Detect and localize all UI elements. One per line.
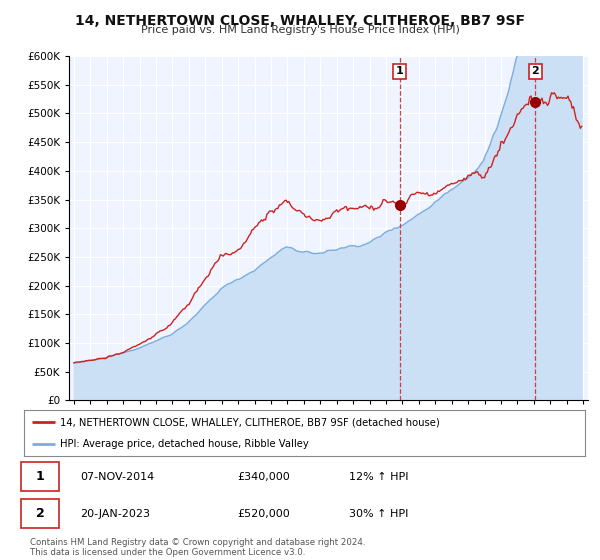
Text: 14, NETHERTOWN CLOSE, WHALLEY, CLITHEROE, BB7 9SF: 14, NETHERTOWN CLOSE, WHALLEY, CLITHEROE… bbox=[75, 14, 525, 28]
Text: 30% ↑ HPI: 30% ↑ HPI bbox=[349, 508, 409, 519]
Text: 07-NOV-2014: 07-NOV-2014 bbox=[80, 472, 154, 482]
Text: 20-JAN-2023: 20-JAN-2023 bbox=[80, 508, 150, 519]
Text: 12% ↑ HPI: 12% ↑ HPI bbox=[349, 472, 409, 482]
Text: HPI: Average price, detached house, Ribble Valley: HPI: Average price, detached house, Ribb… bbox=[61, 440, 309, 450]
Text: Price paid vs. HM Land Registry's House Price Index (HPI): Price paid vs. HM Land Registry's House … bbox=[140, 25, 460, 35]
Text: £340,000: £340,000 bbox=[237, 472, 290, 482]
Text: 14, NETHERTOWN CLOSE, WHALLEY, CLITHEROE, BB7 9SF (detached house): 14, NETHERTOWN CLOSE, WHALLEY, CLITHEROE… bbox=[61, 417, 440, 427]
Text: 2: 2 bbox=[531, 67, 539, 77]
Text: Contains HM Land Registry data © Crown copyright and database right 2024.
This d: Contains HM Land Registry data © Crown c… bbox=[30, 538, 365, 557]
Text: 1: 1 bbox=[36, 470, 44, 483]
Text: 1: 1 bbox=[396, 67, 404, 77]
FancyBboxPatch shape bbox=[21, 461, 59, 492]
Text: £520,000: £520,000 bbox=[237, 508, 290, 519]
Text: 2: 2 bbox=[36, 507, 44, 520]
FancyBboxPatch shape bbox=[21, 498, 59, 529]
